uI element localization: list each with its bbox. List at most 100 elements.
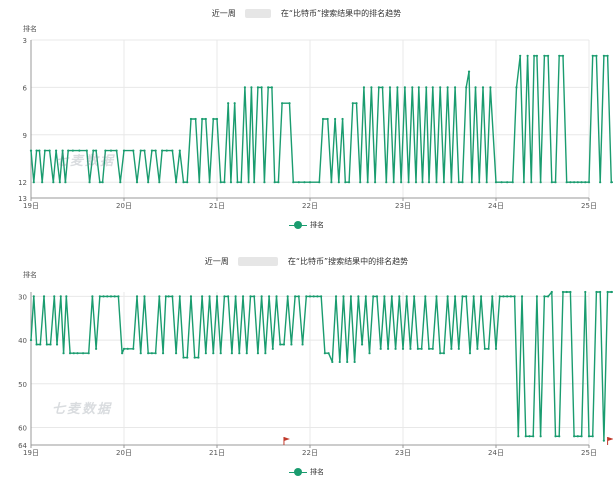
- data-point[interactable]: [372, 295, 375, 298]
- data-point[interactable]: [312, 295, 315, 298]
- data-point[interactable]: [87, 352, 90, 355]
- data-point[interactable]: [390, 295, 393, 298]
- data-point[interactable]: [610, 290, 613, 294]
- data-point[interactable]: [337, 181, 340, 184]
- data-point[interactable]: [483, 347, 486, 350]
- data-point[interactable]: [522, 181, 526, 184]
- data-point[interactable]: [102, 295, 105, 298]
- data-point[interactable]: [161, 352, 165, 355]
- data-point[interactable]: [539, 181, 542, 184]
- data-point[interactable]: [478, 181, 481, 184]
- data-point[interactable]: [602, 54, 605, 57]
- data-point[interactable]: [275, 295, 278, 298]
- data-point[interactable]: [595, 290, 598, 294]
- data-point[interactable]: [338, 360, 341, 364]
- data-point[interactable]: [442, 181, 446, 184]
- data-point[interactable]: [509, 295, 512, 298]
- data-point[interactable]: [435, 181, 438, 184]
- data-point[interactable]: [143, 295, 146, 298]
- data-point[interactable]: [431, 86, 434, 89]
- data-point[interactable]: [39, 343, 42, 346]
- data-point[interactable]: [132, 347, 135, 350]
- data-point[interactable]: [502, 295, 505, 298]
- data-point[interactable]: [413, 295, 416, 298]
- data-point[interactable]: [515, 86, 518, 89]
- data-point[interactable]: [98, 181, 101, 184]
- data-point[interactable]: [161, 149, 164, 152]
- data-point[interactable]: [316, 295, 319, 298]
- data-point[interactable]: [71, 149, 74, 152]
- data-point[interactable]: [498, 295, 501, 298]
- data-point[interactable]: [174, 181, 178, 184]
- data-point[interactable]: [467, 70, 471, 73]
- data-point[interactable]: [405, 295, 408, 298]
- data-point[interactable]: [117, 295, 120, 298]
- data-point[interactable]: [308, 181, 312, 184]
- data-point[interactable]: [587, 435, 591, 438]
- data-point[interactable]: [250, 86, 253, 89]
- data-point[interactable]: [154, 352, 157, 355]
- data-point[interactable]: [88, 181, 91, 184]
- data-point[interactable]: [417, 86, 420, 89]
- data-point[interactable]: [360, 343, 364, 346]
- data-point[interactable]: [461, 295, 464, 298]
- data-point[interactable]: [35, 149, 38, 152]
- data-point[interactable]: [569, 290, 572, 294]
- data-point[interactable]: [95, 149, 98, 152]
- data-point[interactable]: [135, 181, 139, 184]
- data-point[interactable]: [519, 54, 522, 57]
- data-point[interactable]: [45, 343, 48, 346]
- data-point[interactable]: [178, 295, 181, 298]
- data-point[interactable]: [249, 295, 252, 298]
- data-point[interactable]: [113, 295, 116, 298]
- data-point[interactable]: [327, 352, 330, 355]
- data-point[interactable]: [72, 352, 75, 355]
- data-point[interactable]: [591, 54, 594, 57]
- data-point[interactable]: [576, 181, 579, 184]
- data-point[interactable]: [342, 295, 345, 298]
- data-point[interactable]: [517, 435, 520, 438]
- data-point[interactable]: [481, 86, 485, 89]
- data-point[interactable]: [95, 347, 98, 350]
- data-point[interactable]: [584, 290, 587, 294]
- data-point[interactable]: [294, 295, 297, 298]
- data-point[interactable]: [388, 86, 392, 89]
- data-point[interactable]: [561, 290, 565, 294]
- data-point[interactable]: [233, 102, 236, 105]
- data-point[interactable]: [591, 435, 594, 438]
- data-point[interactable]: [558, 435, 561, 438]
- data-point[interactable]: [346, 360, 349, 364]
- data-point[interactable]: [468, 352, 472, 355]
- data-point[interactable]: [43, 149, 47, 152]
- data-point[interactable]: [194, 117, 197, 121]
- data-point[interactable]: [253, 295, 256, 298]
- data-point[interactable]: [76, 352, 79, 355]
- data-point[interactable]: [474, 86, 477, 89]
- data-point[interactable]: [450, 181, 453, 184]
- data-point[interactable]: [85, 149, 88, 152]
- data-point[interactable]: [331, 360, 334, 364]
- data-point[interactable]: [49, 343, 52, 346]
- data-point[interactable]: [446, 295, 449, 298]
- data-point[interactable]: [602, 439, 605, 442]
- data-point[interactable]: [420, 347, 423, 350]
- data-point[interactable]: [55, 149, 58, 152]
- data-point[interactable]: [494, 181, 498, 184]
- data-point[interactable]: [253, 181, 256, 184]
- data-point[interactable]: [197, 356, 200, 359]
- data-point[interactable]: [219, 352, 222, 355]
- data-point[interactable]: [290, 343, 293, 346]
- data-point[interactable]: [301, 343, 304, 346]
- data-point[interactable]: [506, 295, 509, 298]
- data-point[interactable]: [400, 181, 403, 184]
- data-point[interactable]: [68, 352, 72, 355]
- data-point[interactable]: [520, 295, 524, 298]
- data-point[interactable]: [543, 295, 546, 298]
- data-point[interactable]: [212, 352, 215, 355]
- data-point[interactable]: [67, 149, 70, 152]
- flag-icon[interactable]: [607, 437, 613, 445]
- data-point[interactable]: [409, 347, 412, 350]
- data-point[interactable]: [32, 295, 35, 298]
- data-point[interactable]: [565, 181, 568, 184]
- data-point[interactable]: [62, 352, 65, 355]
